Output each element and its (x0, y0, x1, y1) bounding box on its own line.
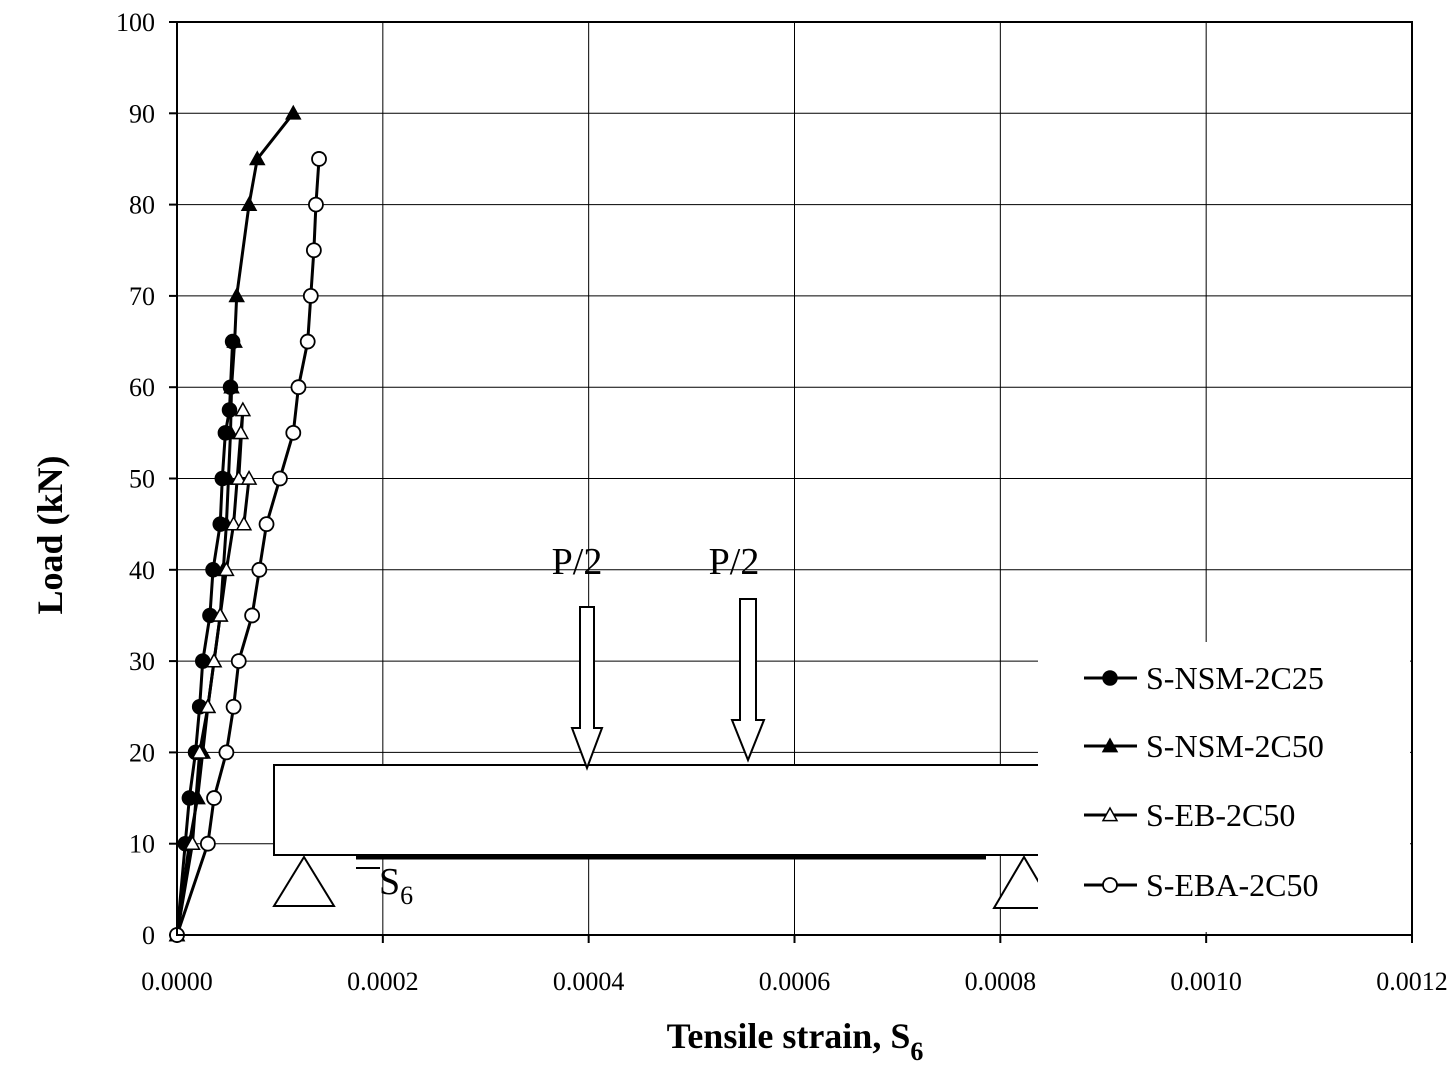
load-arrow-left (570, 606, 604, 771)
legend-item: S-NSM-2C50 (1084, 728, 1324, 764)
data-point (249, 150, 266, 166)
legend-item: S-EB-2C50 (1084, 797, 1295, 833)
data-point (308, 196, 324, 213)
data-point (228, 287, 245, 303)
legend-marker (1102, 877, 1118, 893)
x-tick-label: 0.0006 (759, 967, 831, 996)
y-tick-label: 100 (116, 8, 155, 37)
data-point (311, 151, 327, 167)
x-tick-label: 0.0010 (1170, 967, 1242, 996)
legend-item: S-NSM-2C25 (1084, 660, 1324, 696)
data-point (302, 287, 319, 304)
legend-items: S-NSM-2C25 S-NSM-2C50 S-EB-2C50 S-EBA-2C50 (1084, 660, 1324, 903)
data-point (199, 698, 217, 714)
x-tick-label: 0.0012 (1376, 967, 1448, 996)
data-point (226, 333, 243, 348)
data-point (285, 104, 302, 120)
y-tick-label: 50 (129, 465, 155, 494)
data-point (199, 835, 216, 852)
data-point (184, 835, 201, 851)
beam-body (273, 764, 1061, 856)
legend-label: S-EBA-2C50 (1146, 867, 1318, 903)
data-point (218, 744, 235, 761)
series-layer (168, 104, 327, 943)
data-point (235, 515, 253, 531)
legend-label: S-NSM-2C25 (1146, 660, 1324, 696)
y-tick-label: 40 (129, 556, 155, 585)
left-support (272, 855, 336, 907)
y-tick-label: 60 (129, 373, 155, 402)
data-point (232, 424, 250, 440)
data-point (258, 516, 275, 533)
legend: S-NSM-2C25 S-NSM-2C50 S-EB-2C50 S-EBA-2C50 (1038, 642, 1410, 932)
data-point (211, 606, 229, 622)
data-point (244, 607, 261, 624)
legend-marker (1101, 737, 1119, 753)
plot-frame (176, 21, 1413, 936)
data-point (240, 196, 258, 211)
y-tick-label: 10 (129, 830, 155, 859)
data-point (230, 653, 247, 669)
data-point (222, 424, 239, 440)
legend-marker (1102, 670, 1118, 686)
beam-diagram: P/2 P/2 S6 (272, 541, 1061, 910)
y-tick-label: 20 (129, 738, 155, 767)
y-axis-title: Load (kN) (30, 455, 70, 614)
legend-label: S-NSM-2C50 (1146, 728, 1324, 764)
data-point (191, 743, 208, 759)
x-tick-label: 0.0004 (553, 967, 625, 996)
data-point (220, 469, 237, 485)
tick-labels: 0 10 20 30 40 50 60 70 80 90 100 0.0000 0.0002 0.0004… (116, 8, 1448, 996)
x-tick-label: 0.0002 (347, 967, 419, 996)
gauge-label: S6 (379, 861, 413, 910)
load-label-left: P/2 (552, 541, 603, 583)
data-point (285, 424, 302, 441)
legend-marker (1101, 806, 1119, 822)
y-tick-label: 0 (142, 921, 155, 950)
data-point (205, 652, 223, 668)
load-arrow-right (730, 598, 766, 763)
load-label-right: P/2 (709, 541, 760, 583)
data-point (251, 561, 268, 578)
x-axis-title: Tensile strain, S6 (667, 1016, 924, 1066)
y-tick-label: 80 (129, 191, 155, 220)
series-s-eba-2c50 (169, 151, 327, 943)
data-point (225, 698, 242, 715)
data-point (240, 469, 258, 485)
y-tick-label: 30 (129, 647, 155, 676)
data-point (290, 379, 307, 396)
data-point (234, 401, 252, 417)
data-point (206, 790, 222, 806)
data-point (223, 378, 240, 394)
data-point (272, 470, 288, 487)
data-point (218, 561, 235, 577)
series-s-eb-2c50 (168, 401, 258, 942)
x-tick-label: 0.0000 (141, 967, 213, 996)
data-point (230, 469, 248, 485)
tick-marks (169, 21, 1413, 943)
data-point (305, 242, 322, 259)
legend-label: S-EB-2C50 (1146, 797, 1295, 833)
y-tick-label: 70 (129, 282, 155, 311)
data-point (225, 515, 242, 531)
x-tick-label: 0.0008 (965, 967, 1037, 996)
y-tick-label: 90 (129, 99, 155, 128)
legend-item: S-EBA-2C50 (1084, 867, 1318, 903)
data-point (299, 333, 316, 350)
